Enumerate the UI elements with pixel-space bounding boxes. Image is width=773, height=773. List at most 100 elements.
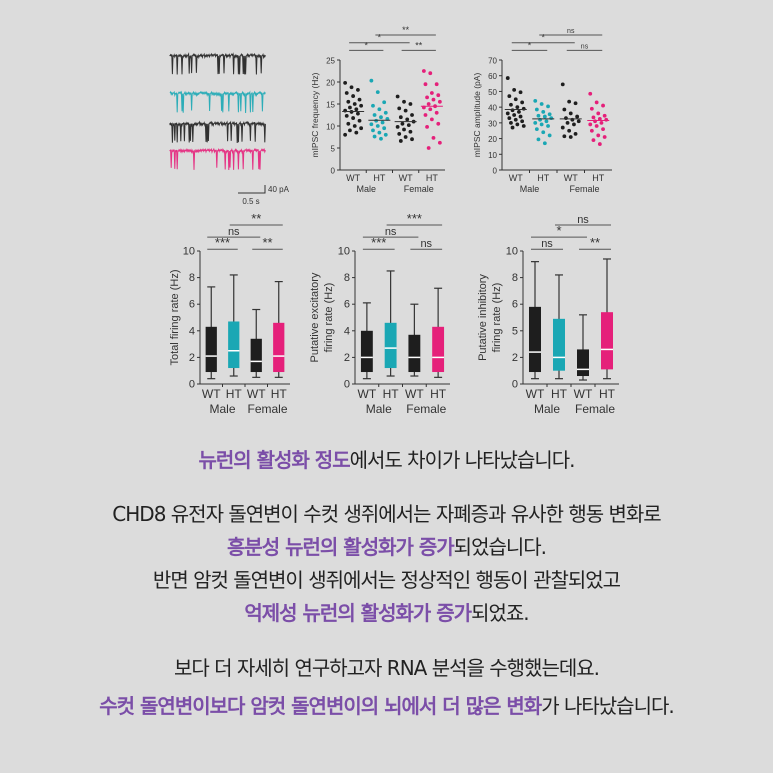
significance-label: *** bbox=[407, 211, 422, 226]
y-tick-label: 20 bbox=[326, 79, 335, 88]
data-point bbox=[596, 133, 601, 138]
data-point bbox=[567, 128, 572, 133]
y-axis-label: firing rate (Hz) bbox=[323, 283, 335, 353]
data-point bbox=[343, 132, 348, 137]
caption-line-6: 보다 더 자세히 연구하고자 RNA 분석을 수행했는데요. bbox=[0, 651, 773, 685]
x-group-label: Female bbox=[569, 184, 599, 194]
data-point bbox=[357, 97, 362, 102]
data-point bbox=[352, 102, 357, 106]
significance-label: ** bbox=[415, 40, 423, 50]
box bbox=[529, 306, 541, 373]
significance-label: *** bbox=[371, 235, 386, 250]
data-point bbox=[346, 99, 351, 104]
data-point bbox=[518, 114, 523, 119]
data-point bbox=[507, 116, 512, 121]
x-category-label: HT bbox=[426, 173, 438, 183]
data-point bbox=[371, 103, 375, 108]
data-point bbox=[505, 111, 510, 116]
x-group-label: Male bbox=[520, 184, 540, 194]
caption-text: 되었습니다. bbox=[453, 535, 547, 559]
significance-label: ns bbox=[581, 43, 589, 50]
data-point bbox=[371, 128, 375, 133]
box bbox=[228, 321, 240, 369]
data-point bbox=[382, 126, 387, 131]
y-tick-label: 2 bbox=[512, 352, 518, 364]
y-tick-label: 4 bbox=[189, 325, 195, 337]
x-group-label: Female bbox=[406, 402, 446, 416]
data-point bbox=[562, 134, 567, 139]
data-point bbox=[591, 138, 596, 143]
data-point bbox=[505, 76, 510, 80]
data-point bbox=[542, 114, 547, 119]
data-point bbox=[533, 98, 538, 103]
caption-line-2: CHD8 유전자 돌연변이 수컷 생쥐에서는 자폐증과 유사한 행동 변화로 bbox=[0, 497, 773, 531]
x-group-label: Male bbox=[209, 402, 235, 416]
data-point bbox=[354, 107, 359, 112]
caption-highlight: 뉴런의 활성화 정도 bbox=[198, 448, 350, 472]
data-point bbox=[534, 127, 539, 132]
data-point bbox=[359, 126, 364, 131]
y-tick-label: 70 bbox=[488, 57, 497, 66]
data-point bbox=[599, 120, 604, 125]
data-point bbox=[576, 119, 581, 124]
data-point bbox=[601, 127, 605, 132]
caption-highlight: 수컷 돌연변이보다 암컷 돌연변이의 뇌에서 더 많은 변화 bbox=[99, 694, 542, 718]
data-point bbox=[437, 99, 442, 104]
caption-line-5: 억제성 뉴런의 활성화가 증가되었죠. bbox=[0, 596, 773, 630]
box bbox=[273, 322, 285, 373]
data-point bbox=[546, 104, 550, 109]
data-point bbox=[397, 106, 402, 111]
data-point bbox=[351, 94, 356, 98]
significance-label: ** bbox=[590, 235, 600, 250]
data-point bbox=[402, 127, 406, 132]
x-group-label: Male bbox=[356, 184, 376, 194]
y-tick-label: 30 bbox=[488, 119, 497, 128]
data-point bbox=[568, 135, 573, 139]
data-point bbox=[546, 124, 550, 128]
box bbox=[250, 338, 262, 373]
scale-bar-y-label: 40 pA bbox=[268, 185, 290, 194]
data-point bbox=[425, 124, 429, 129]
y-tick-label: 6 bbox=[189, 299, 195, 311]
y-tick-label: 8 bbox=[344, 272, 350, 284]
data-point bbox=[513, 117, 518, 122]
data-point bbox=[356, 88, 360, 92]
y-tick-label: 10 bbox=[488, 151, 497, 160]
trace-female-wt bbox=[169, 120, 266, 144]
data-point bbox=[589, 106, 594, 111]
data-point bbox=[591, 115, 596, 120]
data-point bbox=[405, 117, 410, 122]
data-point bbox=[536, 113, 541, 118]
significance-label: ns bbox=[385, 226, 397, 238]
data-point bbox=[518, 90, 523, 95]
data-point bbox=[547, 133, 552, 138]
significance-label: ns bbox=[567, 28, 575, 35]
y-tick-label: 10 bbox=[183, 246, 195, 258]
y-tick-label: 2 bbox=[344, 352, 350, 364]
data-point bbox=[507, 94, 512, 99]
data-point bbox=[602, 113, 607, 118]
data-point bbox=[428, 107, 433, 112]
data-point bbox=[573, 101, 578, 106]
x-category-label: WT bbox=[399, 173, 413, 183]
data-point bbox=[539, 122, 544, 127]
box bbox=[601, 312, 613, 370]
x-category-label: HT bbox=[551, 387, 568, 401]
data-point bbox=[509, 120, 513, 125]
data-point bbox=[395, 94, 400, 99]
data-point bbox=[431, 135, 436, 140]
caption-text: 에서도 차이가 나타났습니다. bbox=[349, 448, 576, 472]
data-point bbox=[408, 129, 413, 134]
x-category-label: HT bbox=[537, 173, 549, 183]
data-point bbox=[343, 80, 348, 85]
box bbox=[205, 326, 217, 373]
box bbox=[553, 318, 565, 371]
data-point bbox=[510, 108, 515, 113]
x-category-label: WT bbox=[509, 173, 523, 183]
data-point bbox=[533, 120, 538, 125]
data-point bbox=[379, 136, 383, 141]
trace-female-ht bbox=[169, 147, 266, 171]
